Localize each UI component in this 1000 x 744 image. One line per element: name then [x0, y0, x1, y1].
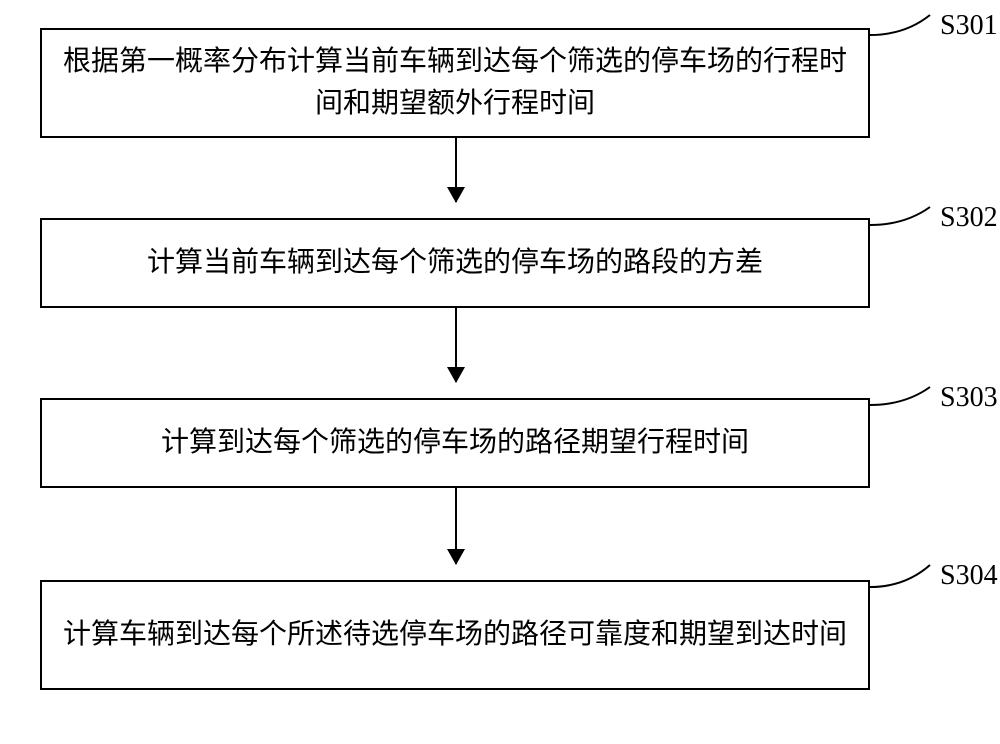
connector-s303 [870, 382, 940, 412]
arrow-s303-s304 [455, 488, 457, 564]
step-s304-label: S304 [940, 560, 998, 592]
arrow-s302-s303 [455, 308, 457, 382]
step-s304-text: 计算车辆到达每个所述待选停车场的路径可靠度和期望到达时间 [63, 614, 847, 656]
step-s301-label: S301 [940, 10, 998, 42]
step-s302-label: S302 [940, 202, 998, 234]
flowchart-container: 根据第一概率分布计算当前车辆到达每个筛选的停车场的行程时间和期望额外行程时间 S… [0, 0, 1000, 744]
step-s301-text: 根据第一概率分布计算当前车辆到达每个筛选的停车场的行程时间和期望额外行程时间 [62, 41, 848, 125]
step-s302-box: 计算当前车辆到达每个筛选的停车场的路段的方差 [40, 218, 870, 308]
connector-s301 [870, 10, 940, 40]
step-s303-label: S303 [940, 382, 998, 414]
connector-s304 [870, 560, 940, 592]
step-s304-box: 计算车辆到达每个所述待选停车场的路径可靠度和期望到达时间 [40, 580, 870, 690]
connector-s302 [870, 202, 940, 232]
arrow-s301-s302 [455, 138, 457, 202]
step-s301-box: 根据第一概率分布计算当前车辆到达每个筛选的停车场的行程时间和期望额外行程时间 [40, 28, 870, 138]
step-s302-text: 计算当前车辆到达每个筛选的停车场的路段的方差 [147, 242, 763, 284]
step-s303-box: 计算到达每个筛选的停车场的路径期望行程时间 [40, 398, 870, 488]
step-s303-text: 计算到达每个筛选的停车场的路径期望行程时间 [161, 422, 749, 464]
